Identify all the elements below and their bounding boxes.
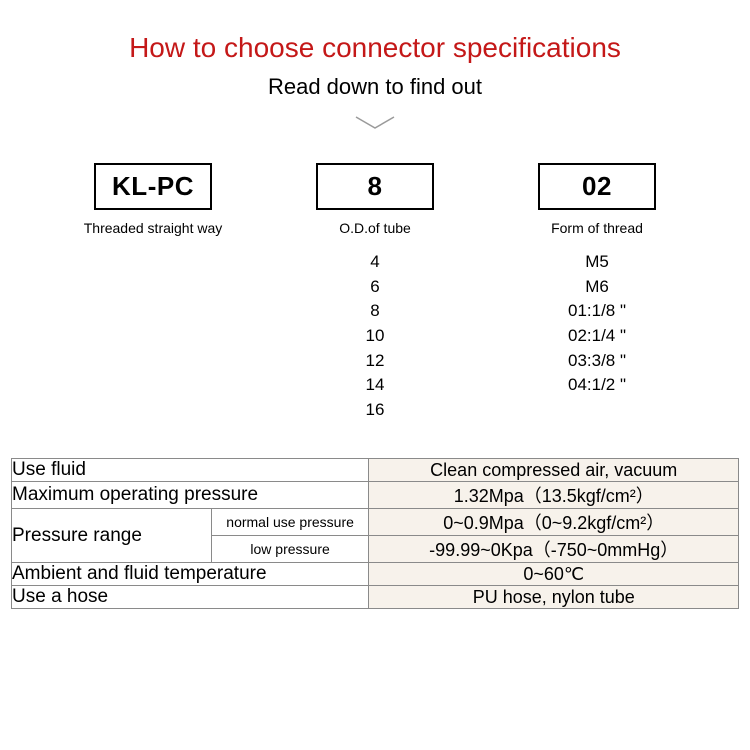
code-label: Form of thread: [551, 210, 643, 236]
code-box: 02: [538, 163, 656, 210]
page-title: How to choose connector specifications: [0, 0, 750, 64]
code-values-list: M5M601:1/8 "02:1/4 "03:3/8 "04:1/2 ": [568, 236, 626, 398]
code-breakdown-row: KL-PCThreaded straight way8O.D.of tube46…: [0, 157, 750, 422]
code-label: O.D.of tube: [339, 210, 411, 236]
code-label: Threaded straight way: [84, 210, 223, 236]
code-value: 14: [366, 373, 385, 398]
code-column: KL-PCThreaded straight way: [78, 163, 228, 422]
code-value: 02:1/4 ": [568, 324, 626, 349]
code-value: 03:3/8 ": [568, 349, 626, 374]
code-value: 10: [366, 324, 385, 349]
spec-sublabel: normal use pressure: [211, 509, 369, 536]
spec-value: 0~0.9Mpa（0~9.2kgf/cm²）: [369, 509, 739, 536]
code-value: 16: [366, 398, 385, 423]
code-box: KL-PC: [94, 163, 212, 210]
code-value: 01:1/8 ": [568, 299, 626, 324]
code-value: 6: [366, 275, 385, 300]
code-column: 02Form of threadM5M601:1/8 "02:1/4 "03:3…: [522, 163, 672, 422]
spec-sublabel: low pressure: [211, 536, 369, 563]
page-root: How to choose connector specifications R…: [0, 0, 750, 750]
code-value: M6: [568, 275, 626, 300]
table-row: Pressure rangenormal use pressure0~0.9Mp…: [12, 509, 739, 536]
table-row: Use fluidClean compressed air, vacuum: [12, 459, 739, 482]
spec-value: Clean compressed air, vacuum: [369, 459, 739, 482]
table-row: Ambient and fluid temperature0~60℃: [12, 563, 739, 586]
code-value: 4: [366, 250, 385, 275]
spec-table: Use fluidClean compressed air, vacuumMax…: [11, 458, 739, 609]
code-value: 8: [366, 299, 385, 324]
code-value: M5: [568, 250, 626, 275]
page-subtitle: Read down to find out: [0, 64, 750, 100]
table-row: Maximum operating pressure1.32Mpa（13.5kg…: [12, 482, 739, 509]
spec-value: -99.99~0Kpa（-750~0mmHg）: [369, 536, 739, 563]
spec-value: 1.32Mpa（13.5kgf/cm²）: [369, 482, 739, 509]
spec-value: 0~60℃: [369, 563, 739, 586]
code-values-list: 46810121416: [366, 236, 385, 422]
spec-value: PU hose, nylon tube: [369, 586, 739, 609]
chevron-wrap: [0, 100, 750, 157]
spec-label: Use fluid: [12, 459, 369, 482]
spec-label: Use a hose: [12, 586, 369, 609]
code-column: 8O.D.of tube46810121416: [300, 163, 450, 422]
chevron-down-icon: [352, 114, 398, 137]
code-value: 12: [366, 349, 385, 374]
table-row: Use a hosePU hose, nylon tube: [12, 586, 739, 609]
spec-label: Maximum operating pressure: [12, 482, 369, 509]
code-box: 8: [316, 163, 434, 210]
spec-label: Ambient and fluid temperature: [12, 563, 369, 586]
code-value: 04:1/2 ": [568, 373, 626, 398]
spec-label-group: Pressure range: [12, 509, 212, 563]
